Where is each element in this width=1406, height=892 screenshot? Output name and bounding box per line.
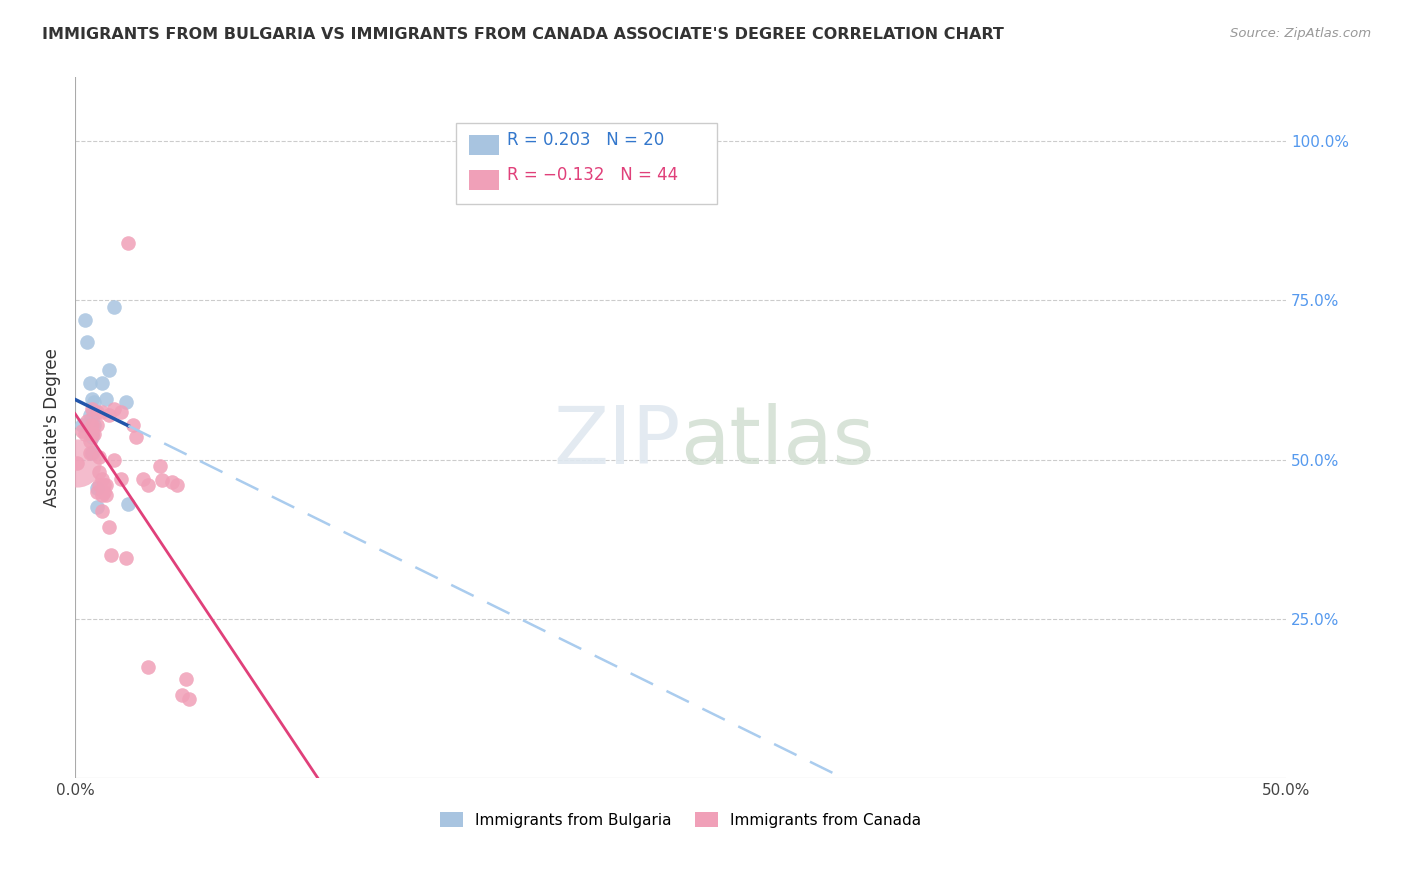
Point [110,472,132,486]
Point [90,405,112,419]
Point [110,405,132,419]
Point [86,417,108,432]
Point [96,488,118,502]
Point [103,452,125,467]
Point [83,427,105,442]
Point [132,472,155,486]
Point [97,408,120,422]
Point [122,417,145,432]
Point [80,427,103,442]
Point [89,466,111,480]
Text: R = 0.203   N = 20: R = 0.203 N = 20 [508,131,665,149]
Point [170,689,193,703]
Point [66,456,89,470]
Point [80,427,103,442]
Point [103,300,125,314]
Point [136,659,159,673]
Point [73,312,96,326]
Point [96,392,118,406]
Point [115,395,138,409]
Text: ZIP: ZIP [553,403,681,481]
Point [79,446,101,460]
Point [73,427,96,442]
Y-axis label: Associate's Degree: Associate's Degree [44,349,60,508]
Point [80,446,103,460]
Point [80,401,103,416]
Point [100,548,122,562]
Point [103,401,125,416]
Point [93,478,115,492]
Point [89,478,111,492]
Point [176,673,198,687]
Point [90,488,112,502]
Point [124,430,146,444]
Point [83,417,105,432]
Point [76,334,98,349]
Point [97,519,120,533]
Point [166,478,188,492]
Point [96,478,118,492]
Point [89,450,111,464]
Point [80,430,103,444]
Point [149,458,172,473]
Point [160,475,183,489]
Point [93,484,115,499]
Point [76,414,98,428]
Point [86,500,108,515]
Point [72,424,94,438]
Point [83,395,105,409]
Point [80,411,103,425]
Point [86,481,108,495]
Text: Source: ZipAtlas.com: Source: ZipAtlas.com [1230,27,1371,40]
Point [117,497,139,511]
Point [79,408,101,422]
Point [117,236,139,251]
Point [72,417,94,432]
Point [90,503,112,517]
Bar [468,135,499,154]
Point [90,376,112,391]
Point [79,376,101,391]
Legend: Immigrants from Bulgaria, Immigrants from Canada: Immigrants from Bulgaria, Immigrants fro… [434,805,927,834]
Point [150,473,173,487]
Point [66,456,89,470]
Bar [468,170,499,190]
Point [86,405,108,419]
Text: IMMIGRANTS FROM BULGARIA VS IMMIGRANTS FROM CANADA ASSOCIATE'S DEGREE CORRELATIO: IMMIGRANTS FROM BULGARIA VS IMMIGRANTS F… [42,27,1004,42]
Point [115,551,138,566]
Point [136,478,159,492]
Point [79,434,101,448]
Point [90,472,112,486]
Text: R = −0.132   N = 44: R = −0.132 N = 44 [508,166,679,184]
Point [80,392,103,406]
Text: atlas: atlas [681,403,875,481]
Point [97,363,120,377]
FancyBboxPatch shape [457,123,717,203]
Point [80,417,103,432]
Point [177,691,200,706]
Point [86,484,108,499]
